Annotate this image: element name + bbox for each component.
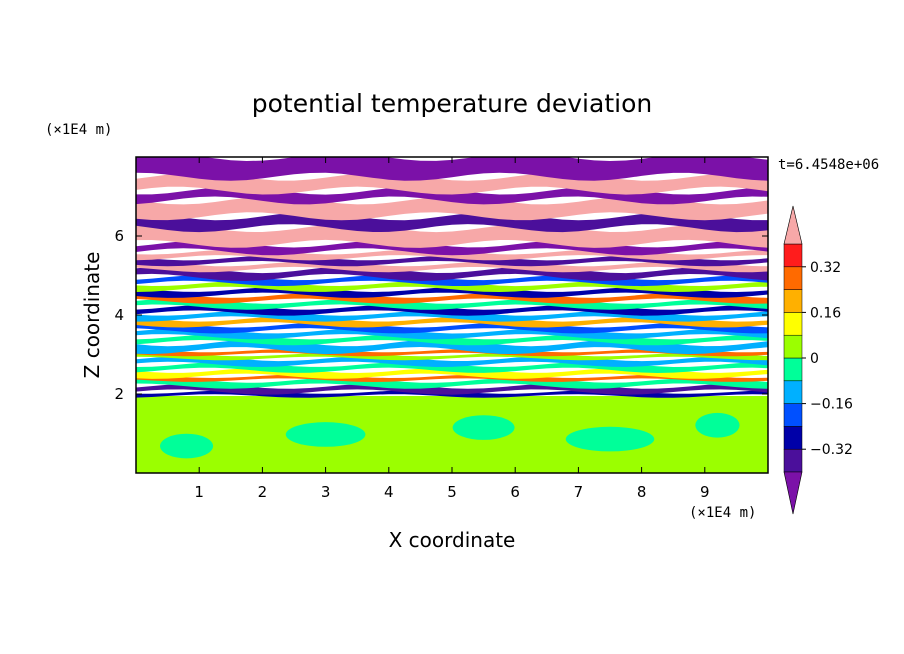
contour-field [136,157,768,473]
contour-band [136,377,768,389]
x-tick-label: 7 [574,483,584,501]
colorbar-segment [783,426,803,450]
contour-band [136,355,768,367]
contour-band [136,157,768,181]
x-tick-label: 8 [637,483,647,501]
contour-band [136,396,768,473]
contour-patch [695,412,740,438]
colorbar-tick-label: 0 [810,351,819,367]
y-axis-label: Z coordinate [80,252,104,379]
x-tick-label: 5 [447,483,457,501]
colorbar-tick-label: 0.32 [810,260,841,276]
contour-band [136,383,768,395]
y-tick-label: 2 [114,385,124,403]
colorbar-extend-max [783,205,803,245]
colorbar-segment [783,403,803,427]
contour-patch [285,422,366,447]
colorbar-segment [783,380,803,404]
contour-band [136,261,768,273]
x-tick-label: 2 [258,483,268,501]
contour-patch [452,415,515,440]
colorbar-tick-label: −0.32 [810,442,853,458]
colorbar-tick-label: −0.16 [810,397,853,413]
contour-band [136,322,768,334]
colorbar-segment [783,266,803,290]
colorbar-segment [783,357,803,382]
y-tick-label: 6 [114,227,124,245]
contour-band [136,266,768,281]
contour-band [136,352,768,361]
colorbar-segment [783,243,803,268]
x-axis: 1 2 3 4 5 6 7 8 9 [194,157,710,501]
colorbar-segment [783,312,803,336]
contour-patch [565,426,655,452]
y-axis: 2 4 6 [114,227,768,403]
colorbar-segment [783,334,803,359]
time-label: t=6.4548e+06 [778,157,879,173]
colorbar-segment [783,448,803,473]
contour-band [136,328,768,340]
colorbar-extend-min [783,471,803,515]
x-tick-label: 1 [194,483,204,501]
colorbar-segment [783,289,803,313]
y-tick-label: 4 [114,306,124,324]
contour-band [136,298,768,310]
x-tick-label: 4 [384,483,394,501]
colorbar: 0.32 0.16 0 −0.16 −0.32 [783,205,853,515]
y-unit-label: (×1E4 m) [45,122,112,138]
contour-patch [160,433,214,459]
contour-band [136,212,768,233]
contour-band [136,292,768,304]
x-tick-label: 3 [321,483,331,501]
x-unit-label: (×1E4 m) [689,505,756,521]
contour-band [136,224,768,248]
x-tick-label: 9 [700,483,710,501]
chart-title: potential temperature deviation [252,89,652,118]
x-tick-label: 6 [510,483,520,501]
x-axis-label: X coordinate [389,528,516,552]
colorbar-tick-label: 0.16 [810,305,841,321]
